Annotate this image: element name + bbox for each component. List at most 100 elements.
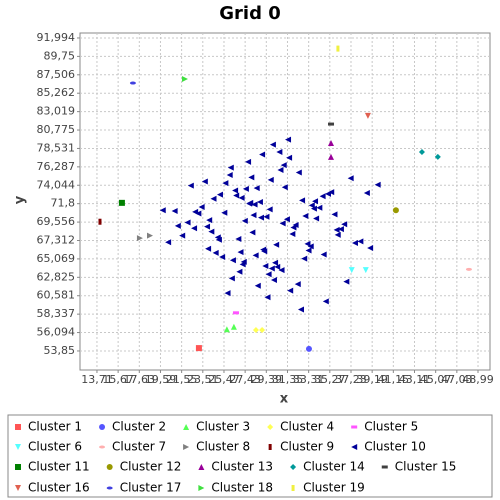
point xyxy=(205,245,212,252)
point xyxy=(374,181,381,188)
legend-marker xyxy=(15,485,21,491)
legend-marker xyxy=(183,444,190,450)
point xyxy=(418,148,425,155)
point xyxy=(357,238,364,245)
legend-label: Cluster 6 xyxy=(28,440,82,454)
y-tick-label: 67,312 xyxy=(37,234,76,247)
point xyxy=(272,259,279,266)
point xyxy=(232,311,239,315)
point xyxy=(195,345,202,352)
point xyxy=(348,267,355,274)
legend-label: Cluster 9 xyxy=(280,440,334,454)
legend-label: Cluster 8 xyxy=(196,440,250,454)
x-tick-label: 35,27 xyxy=(314,373,346,386)
y-tick-label: 62,825 xyxy=(37,270,76,283)
point xyxy=(249,229,256,236)
x-tick-label: 45,07 xyxy=(420,373,452,386)
x-tick-label: 39,19 xyxy=(356,373,388,386)
point xyxy=(265,271,272,278)
point xyxy=(304,240,311,247)
plot-area xyxy=(79,32,491,371)
point xyxy=(367,244,374,251)
legend-label: Cluster 11 xyxy=(28,460,90,474)
legend-marker xyxy=(381,465,388,469)
point xyxy=(392,207,399,214)
point xyxy=(241,217,248,224)
legend-label: Cluster 19 xyxy=(303,481,365,495)
point xyxy=(201,178,208,185)
point xyxy=(240,258,247,265)
point xyxy=(333,226,340,233)
point xyxy=(263,213,270,220)
point xyxy=(299,197,306,204)
x-tick-label: 21,55 xyxy=(166,373,198,386)
point xyxy=(277,167,284,174)
y-tick-label: 56,094 xyxy=(37,326,76,339)
point xyxy=(236,268,243,275)
point xyxy=(232,187,239,194)
legend-marker xyxy=(106,464,113,470)
point xyxy=(266,206,273,213)
legend-label: Cluster 2 xyxy=(112,420,166,434)
y-tick-label: 85,262 xyxy=(37,86,76,99)
point xyxy=(312,198,319,205)
y-tick-label: 83,019 xyxy=(37,105,76,118)
legend-label: Cluster 7 xyxy=(112,440,166,454)
legend-label: Cluster 3 xyxy=(196,420,250,434)
point xyxy=(252,327,259,334)
point xyxy=(228,275,235,282)
point xyxy=(187,182,194,189)
point xyxy=(256,199,263,206)
legend-marker xyxy=(198,485,205,491)
point xyxy=(229,257,236,264)
legend-marker xyxy=(291,485,295,491)
point xyxy=(179,232,186,239)
x-tick-label: 13,71 xyxy=(81,373,113,386)
point xyxy=(268,265,275,272)
point xyxy=(363,190,370,197)
legend-marker xyxy=(99,445,106,449)
point xyxy=(341,221,348,228)
point xyxy=(219,254,226,261)
point xyxy=(290,224,297,231)
point xyxy=(262,263,269,270)
point xyxy=(215,236,222,243)
legend-label: Cluster 16 xyxy=(28,481,90,495)
point xyxy=(223,326,230,333)
point xyxy=(261,248,268,255)
point xyxy=(238,194,245,201)
legend-label: Cluster 15 xyxy=(395,460,457,474)
point xyxy=(310,205,317,212)
point xyxy=(227,164,234,171)
point xyxy=(336,45,340,52)
point xyxy=(294,281,301,288)
x-tick-label: 19,59 xyxy=(145,373,177,386)
point xyxy=(278,267,285,274)
point xyxy=(184,219,191,226)
point xyxy=(204,223,211,230)
point xyxy=(254,282,261,289)
x-tick-label: 41,15 xyxy=(378,373,410,386)
x-tick-label: 37,23 xyxy=(335,373,367,386)
point xyxy=(242,185,249,192)
point xyxy=(246,200,253,207)
legend-marker xyxy=(15,464,21,470)
point xyxy=(248,174,255,181)
point xyxy=(129,81,136,85)
point xyxy=(195,210,202,217)
legend-marker xyxy=(290,464,297,470)
point xyxy=(313,215,320,222)
point xyxy=(259,327,266,334)
legend-label: Cluster 17 xyxy=(120,481,182,495)
legend-label: Cluster 10 xyxy=(364,440,426,454)
point xyxy=(118,199,125,206)
point xyxy=(316,204,323,211)
point xyxy=(208,228,215,235)
point xyxy=(174,222,181,229)
point xyxy=(224,290,231,297)
point xyxy=(165,239,172,246)
x-tick-label: 43,11 xyxy=(399,373,431,386)
point xyxy=(210,195,217,202)
x-tick-label: 27,43 xyxy=(229,373,261,386)
point xyxy=(319,193,326,200)
